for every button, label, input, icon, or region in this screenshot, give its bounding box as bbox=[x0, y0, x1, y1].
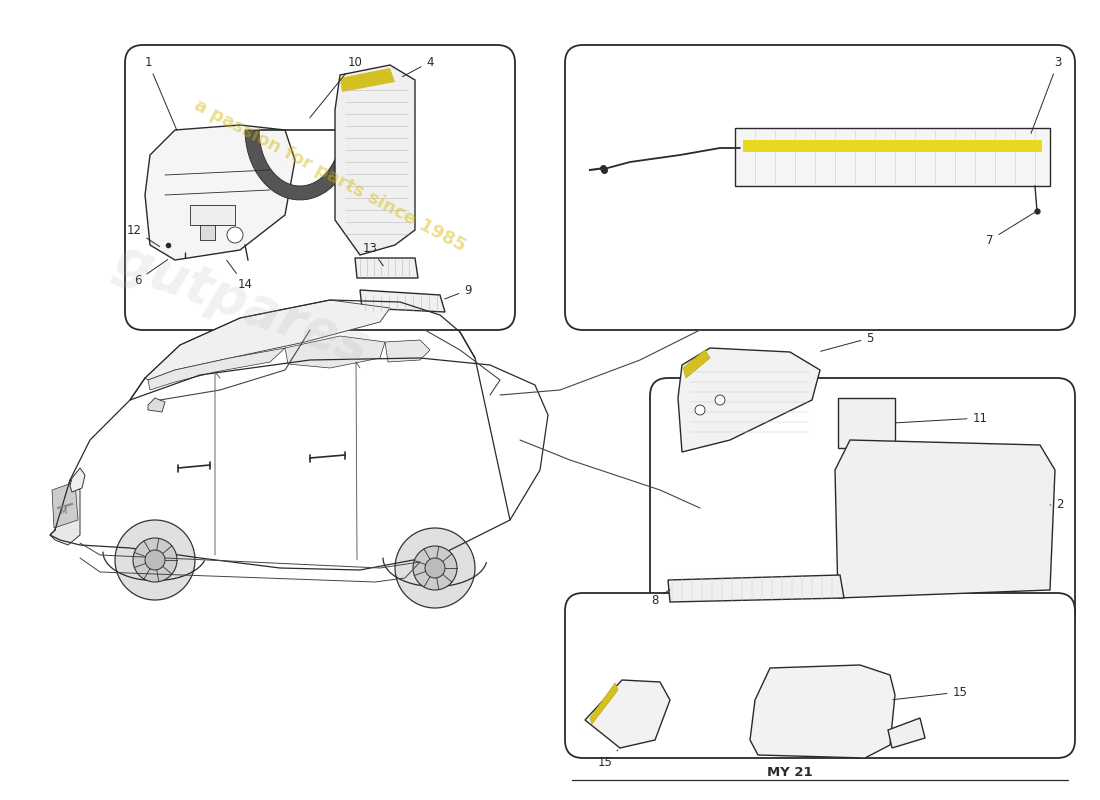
Text: 15: 15 bbox=[893, 686, 967, 700]
Polygon shape bbox=[750, 665, 895, 758]
Text: 1: 1 bbox=[144, 55, 177, 130]
Polygon shape bbox=[668, 575, 844, 602]
Polygon shape bbox=[888, 718, 925, 748]
Polygon shape bbox=[742, 140, 1042, 152]
FancyBboxPatch shape bbox=[565, 593, 1075, 758]
Polygon shape bbox=[385, 340, 430, 362]
Circle shape bbox=[425, 558, 446, 578]
Polygon shape bbox=[52, 482, 78, 528]
Polygon shape bbox=[148, 348, 285, 390]
Polygon shape bbox=[145, 300, 390, 380]
Circle shape bbox=[715, 395, 725, 405]
Circle shape bbox=[145, 550, 165, 570]
Text: 12: 12 bbox=[126, 223, 160, 246]
Polygon shape bbox=[50, 480, 80, 545]
Text: M: M bbox=[59, 507, 67, 517]
Text: 6: 6 bbox=[134, 259, 167, 286]
Circle shape bbox=[227, 227, 243, 243]
Text: 15: 15 bbox=[597, 750, 618, 769]
Polygon shape bbox=[735, 128, 1050, 186]
Circle shape bbox=[412, 546, 456, 590]
Circle shape bbox=[133, 538, 177, 582]
Text: 9: 9 bbox=[444, 283, 472, 299]
Polygon shape bbox=[245, 130, 355, 200]
Circle shape bbox=[395, 528, 475, 608]
Polygon shape bbox=[336, 65, 415, 255]
Polygon shape bbox=[200, 225, 214, 240]
Text: a passion for parts since 1985: a passion for parts since 1985 bbox=[191, 97, 469, 255]
Text: 13: 13 bbox=[363, 242, 383, 266]
Text: 11: 11 bbox=[895, 411, 988, 425]
Text: 4: 4 bbox=[403, 55, 433, 77]
Text: gutpares: gutpares bbox=[108, 234, 376, 374]
Text: 8: 8 bbox=[651, 590, 670, 606]
Polygon shape bbox=[145, 125, 295, 260]
Polygon shape bbox=[838, 398, 895, 448]
FancyBboxPatch shape bbox=[650, 378, 1075, 635]
Polygon shape bbox=[678, 348, 820, 452]
Polygon shape bbox=[340, 68, 395, 92]
Circle shape bbox=[116, 520, 195, 600]
Polygon shape bbox=[190, 205, 235, 225]
FancyBboxPatch shape bbox=[125, 45, 515, 330]
Polygon shape bbox=[590, 683, 618, 724]
Circle shape bbox=[695, 405, 705, 415]
Polygon shape bbox=[285, 336, 385, 368]
Text: MY 21: MY 21 bbox=[767, 766, 813, 778]
Polygon shape bbox=[585, 680, 670, 748]
Text: 2: 2 bbox=[1050, 498, 1064, 511]
Text: 5: 5 bbox=[821, 331, 873, 351]
Polygon shape bbox=[70, 468, 85, 492]
Text: 10: 10 bbox=[310, 55, 362, 118]
Polygon shape bbox=[355, 258, 418, 278]
FancyBboxPatch shape bbox=[565, 45, 1075, 330]
Polygon shape bbox=[360, 290, 446, 312]
Text: 14: 14 bbox=[227, 260, 253, 291]
Polygon shape bbox=[683, 350, 710, 378]
Polygon shape bbox=[148, 398, 165, 412]
Text: 7: 7 bbox=[987, 213, 1035, 246]
Text: 3: 3 bbox=[1031, 55, 1062, 134]
Polygon shape bbox=[835, 440, 1055, 598]
